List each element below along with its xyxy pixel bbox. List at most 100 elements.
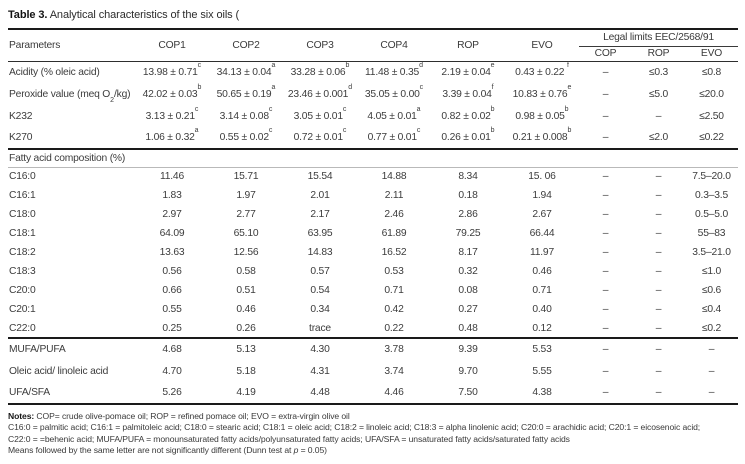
legal-limit-cell: – (655, 110, 662, 122)
col-header-cop3: COP3 (283, 29, 357, 62)
value-cell: 0.40 (532, 304, 552, 315)
legal-limit-cell: – (655, 322, 662, 334)
value-cell: 3.13 ± 0.21c (145, 105, 199, 122)
value-cell: 0.55 (162, 304, 182, 315)
legal-limit-cell: – (655, 228, 662, 239)
table-row: C18:3 0.56 0.58 0.57 0.53 0.32 0.46 – – ≤1.0 (8, 262, 738, 281)
value-cell: 0.98 ± 0.05b (515, 105, 569, 122)
parameter-cell: C18:1 (9, 228, 36, 239)
legal-limit-cell: ≤0.2 (701, 322, 722, 334)
significance-letter: b (567, 127, 572, 135)
value-cell: 1.06 ± 0.32a (145, 127, 199, 143)
legal-limit-cell: – (602, 209, 609, 220)
table-row: Oleic acid/ linoleic acid 4.70 5.18 4.31 3.7… (8, 360, 738, 382)
header-row-legal: COP ROP EVO (8, 46, 738, 62)
legal-limit-cell: – (685, 337, 738, 360)
value-cell: 1.94 (532, 190, 552, 201)
legal-limit-cell: – (655, 365, 662, 377)
value-cell: 0.54 (310, 285, 330, 296)
legal-limit-cell: 0.5–5.0 (695, 209, 728, 220)
col-header-cop4: COP4 (357, 29, 431, 62)
value-cell: trace (309, 322, 331, 334)
significance-letter: a (271, 61, 276, 69)
significance-letter: b (564, 105, 569, 113)
legal-limits-group-header: Legal limits EEC/2568/91 (579, 29, 738, 47)
table-row: C20:0 0.66 0.51 0.54 0.71 0.08 0.71 – – ≤0.6 (8, 281, 738, 300)
significance-letter: c (342, 105, 347, 113)
value-cell: 14.83 (307, 247, 333, 258)
value-cell: 0.71 (384, 285, 404, 296)
value-cell: 0.22 (384, 322, 404, 334)
value-cell: 4.30 (283, 337, 357, 360)
value-cell: 5.55 (532, 365, 552, 377)
value-cell: 8.34 (458, 171, 478, 183)
significance-letter: c (194, 105, 199, 113)
value-cell: 8.17 (458, 247, 478, 258)
value-cell: 0.21 ± 0.008b (512, 127, 572, 143)
legal-limit-cell: ≤2.0 (648, 132, 669, 143)
value-cell: 10.83 ± 0.76e (512, 83, 572, 100)
section-header: Fatty acid composition (%) (8, 148, 738, 168)
value-cell: 4.48 (310, 387, 330, 398)
parameter-cell: C20:0 (9, 285, 36, 296)
value-cell: 0.51 (236, 285, 256, 296)
significance-letter: c (268, 105, 273, 113)
value-cell: 3.74 (384, 365, 404, 377)
table-row: C16:1 1.83 1.97 2.01 2.11 0.18 1.94 – – 0.3–3.5 (8, 186, 738, 205)
bold-text: Table 3. (8, 9, 48, 21)
table-body: Acidity (% oleic acid) 13.98 ± 0.71c 34.13… (8, 61, 738, 404)
value-cell: 2.97 (162, 209, 182, 220)
value-cell: 0.46 (236, 304, 256, 315)
bold-text: Notes: (8, 411, 35, 421)
value-cell: 0.48 (458, 322, 478, 334)
value-cell: 0.25 (162, 322, 182, 334)
value-cell: 15.71 (233, 171, 259, 183)
value-cell: 2.46 (384, 209, 404, 220)
value-cell: 16.52 (381, 247, 407, 258)
table-row: K232 3.13 ± 0.21c 3.14 ± 0.08c 3.05 ± 0.01c… (8, 105, 738, 127)
value-cell: 50.65 ± 0.19a (216, 83, 276, 100)
value-cell: 0.58 (236, 266, 256, 277)
significance-letter: c (268, 127, 273, 135)
legal-limit-cell: 0.3–3.5 (695, 190, 728, 201)
value-cell: 0.66 (162, 285, 182, 296)
value-cell: 4.46 (384, 387, 404, 398)
parameter-cell: C16:0 (9, 171, 36, 183)
parameter-cell: C16:1 (9, 190, 36, 201)
value-cell: 0.34 (310, 304, 330, 315)
parameter-cell: Peroxide value (meq O2/kg) (9, 88, 131, 104)
value-cell: 33.28 ± 0.06b (290, 61, 350, 78)
note-line: Notes: COP= crude olive-pomace oil; ROP … (8, 411, 350, 421)
table-row: C16:0 11.46 15.71 15.54 14.88 8.34 15. 06 – – 7.5… (8, 167, 738, 186)
significance-letter: d (419, 61, 423, 69)
legal-limit-cell: ≤0.3 (648, 66, 669, 78)
value-cell: 0.71 (532, 285, 552, 296)
value-cell: 2.11 (384, 190, 404, 201)
legal-limit-cell: – (602, 266, 609, 277)
parameter-cell: C18:2 (9, 247, 36, 258)
legal-limit-cell: 7.5–20.0 (692, 171, 731, 183)
legal-limit-cell: ≤0.4 (701, 304, 722, 315)
col-header-limit-cop: COP (579, 46, 632, 62)
value-cell: 4.38 (532, 387, 552, 398)
legal-limit-cell: – (579, 337, 632, 360)
legal-limit-cell: ≤5.0 (648, 88, 669, 100)
note-line: C16:0 = palmitic acid; C16:1 = palmitole… (8, 422, 701, 433)
value-cell: 4.70 (162, 365, 182, 377)
legal-limit-cell: – (602, 171, 609, 183)
value-cell: 79.25 (455, 228, 481, 239)
legal-limit-cell: – (602, 88, 609, 100)
legal-limit-cell: ≤0.22 (699, 132, 724, 143)
legal-limit-cell: ≤20.0 (699, 88, 724, 100)
legal-limit-cell: – (655, 190, 662, 201)
value-cell: 1.83 (162, 190, 182, 201)
value-cell: 5.13 (209, 337, 283, 360)
significance-letter: c (416, 127, 421, 135)
parameter-cell: C20:1 (9, 304, 36, 315)
value-cell: 9.39 (431, 337, 505, 360)
legal-limit-cell: – (655, 304, 662, 315)
value-cell: 0.12 (532, 322, 552, 334)
value-cell: 9.70 (458, 365, 478, 377)
value-cell: 12.56 (233, 247, 259, 258)
parameter-cell: MUFA/PUFA (8, 337, 135, 360)
